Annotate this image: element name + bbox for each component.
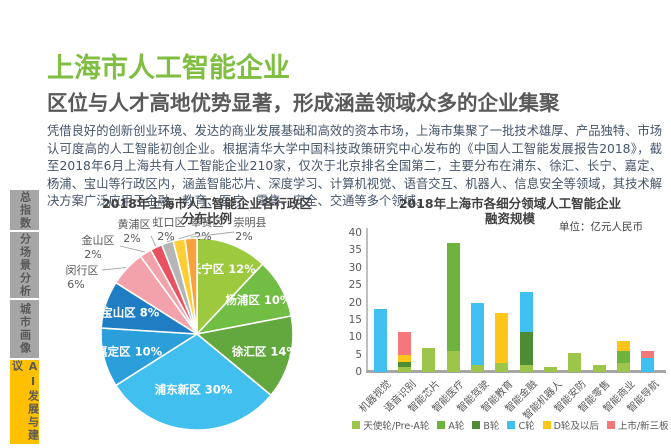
legend-item-天使轮/Pre-A轮: 天使轮/Pre-A轮	[352, 418, 429, 432]
legend-swatch-天使轮/Pre-A轮	[352, 421, 361, 429]
bar-segment-语音识别-D轮及以后	[398, 354, 411, 362]
y-axis-tick-0: 0	[355, 366, 362, 378]
pie-label-崇明县: 崇明县	[234, 216, 267, 229]
y-axis-tick-25: 25	[348, 279, 362, 292]
legend-item-B轮: B轮	[472, 418, 499, 432]
bar-segment-智能金融-天使轮/Pre-A轮	[519, 365, 533, 373]
sidebar-item-4[interactable]: AI发展与建议	[10, 360, 40, 444]
legend-swatch-D轮及以后	[542, 421, 551, 429]
pie-label-闵行区: 闵行区	[66, 263, 99, 277]
bar-chart-unit-label: 单位：亿元人民币	[559, 221, 643, 233]
sidebar-item-2[interactable]: 分场景分析	[10, 232, 39, 298]
pie-label-value-金山区: 2%	[84, 248, 101, 261]
pie-slice-崇明县	[184, 237, 198, 335]
legend-item-上市/新三板: 上市/新三板	[606, 418, 669, 432]
bar-chart-title-line1: 2018年上海市各细分领域人工智能企业	[398, 196, 622, 211]
pie-slice-长宁区	[196, 237, 264, 337]
legend-label-天使轮/Pre-A轮: 天使轮/Pre-A轮	[363, 421, 430, 432]
legend-item-A轮: A轮	[437, 418, 464, 432]
sidebar-item-3[interactable]: 城市画像	[10, 300, 39, 358]
bar-segment-智能芯片-天使轮/Pre-A轮	[422, 347, 436, 372]
y-axis-tick-5: 5	[355, 348, 362, 361]
y-axis-tick-15: 15	[348, 313, 362, 326]
legend-item-C轮: C轮	[507, 418, 535, 432]
bar-chart-title-line2: 融资规模	[484, 211, 535, 226]
legend-label-B轮: B轮	[483, 421, 500, 432]
legend-swatch-上市/新三板	[606, 421, 615, 429]
y-axis-line	[366, 228, 368, 373]
pie-leader-line-金山区	[119, 245, 146, 253]
pie-leader-line-崇明县	[190, 231, 235, 238]
bar-segment-智能商业-A轮	[617, 351, 630, 364]
bar-segment-智能机器人-天使轮/Pre-A轮	[544, 366, 557, 372]
pie-label-value-虹口区: 2%	[157, 230, 174, 243]
pie-label-长宁区: 长宁区 12%	[190, 262, 257, 276]
bar-segment-语音识别-B轮	[398, 361, 411, 367]
pie-label-徐汇区: 徐汇区 14%	[231, 344, 299, 358]
page-subtitle: 区位与人才高地优势显著，形成涵盖领域众多的企业集聚	[47, 91, 560, 115]
bar-segment-智能医疗-天使轮/Pre-A轮	[446, 351, 460, 373]
pie-slice-徐汇区	[195, 315, 294, 397]
page-title: 上海市人工智能企业	[47, 53, 290, 85]
pie-leader-line-闵行区	[101, 267, 127, 271]
body-paragraph: 凭借良好的创新创业环境、发达的商业发展基础和高效的资本市场，上海市集聚了一批技术…	[47, 124, 662, 208]
pie-label-宝山区: 宝山区 8%	[101, 305, 160, 319]
bar-segment-智能导航-上市/新三板	[641, 351, 655, 359]
bar-segment-智能商业-D轮及以后	[617, 340, 630, 352]
y-axis-tick-30: 30	[348, 261, 362, 274]
bar-segment-智能金融-B轮	[519, 332, 533, 365]
legend-label-D轮及以后: D轮及以后	[553, 421, 599, 432]
pie-chart: 2018年上海市人工智能企业各行政区 分布比例 长宁区 12% 杨浦区 10% 徐汇…	[52, 196, 362, 448]
pie-chart-title: 2018年上海市人工智能企业各行政区 分布比例	[52, 196, 362, 226]
bar-segment-智能驾驶-天使轮/Pre-A轮	[471, 365, 484, 373]
pie-label-嘉定区: 嘉定区 10%	[95, 344, 163, 358]
pie-chart-title-line2: 分布比例	[181, 211, 232, 226]
sidebar-item-1[interactable]: 总指数	[10, 190, 39, 230]
legend-label-上市/新三板: 上市/新三板	[617, 421, 669, 432]
pie-label-奉贤区: 奉贤区	[191, 215, 224, 229]
pie-label-value-闵行区: 6%	[67, 278, 84, 291]
bar-segment-智能教育-D轮及以后	[495, 312, 509, 364]
y-axis-tick-40: 40	[348, 227, 362, 239]
bar-segment-智能零售-天使轮/Pre-A轮	[592, 365, 606, 373]
bar-chart-legend: 天使轮/Pre-A轮 A轮 B轮 C轮 D轮及以后 上市/新三板	[350, 418, 671, 432]
legend-swatch-A轮	[437, 421, 446, 429]
x-axis-line	[366, 370, 666, 373]
bar-segment-智能金融-C轮	[519, 292, 533, 333]
bar-chart-title: 2018年上海市各细分领域人工智能企业 融资规模	[360, 196, 660, 226]
bar-chart: 2018年上海市各细分领域人工智能企业 融资规模 单位：亿元人民币 天使轮/Pr…	[344, 196, 671, 448]
pie-slice-浦东新区	[114, 333, 273, 431]
pie-label-浦东新区: 浦东新区 30%	[155, 383, 233, 397]
sidebar: 总指数 分场景分析 城市画像 AI发展与建议	[10, 190, 40, 444]
pie-label-黄浦区: 黄浦区	[118, 217, 151, 231]
y-axis-tick-20: 20	[348, 296, 362, 309]
bar-segment-机器视觉-C轮	[373, 309, 387, 372]
bar-segment-智能教育-天使轮/Pre-A轮	[495, 363, 509, 372]
pie-leader-line-黄浦区	[150, 235, 157, 247]
bar-segment-智能导航-C轮	[641, 358, 655, 372]
bar-segment-智能商业-天使轮/Pre-A轮	[617, 363, 630, 372]
pie-label-value-崇明县: 2%	[235, 230, 252, 243]
bar-segment-语音识别-上市/新三板	[398, 332, 411, 355]
legend-swatch-C轮	[507, 421, 516, 429]
pie-label-杨浦区: 杨浦区 10%	[225, 293, 292, 307]
bar-segment-智能安防-天使轮/Pre-A轮	[568, 352, 582, 372]
legend-item-D轮及以后: D轮及以后	[542, 418, 599, 432]
bar-segment-智能驾驶-C轮	[471, 302, 484, 366]
pie-label-value-奉贤区: 2%	[194, 230, 211, 243]
y-axis-tick-35: 35	[348, 244, 362, 257]
bar-segment-语音识别-天使轮/Pre-A轮	[398, 366, 411, 372]
legend-label-C轮: C轮	[518, 421, 535, 432]
legend-label-A轮: A轮	[448, 421, 465, 432]
pie-leader-line-奉贤区	[178, 232, 200, 240]
pie-label-金山区: 金山区	[82, 233, 115, 247]
pie-label-value-黄浦区: 2%	[123, 232, 140, 245]
pie-svg: 长宁区 12% 杨浦区 10% 徐汇区 14% 浦东新区 30% 嘉定区 10% 宝山区 …	[66, 215, 299, 431]
bar-segment-智能医疗-A轮	[446, 243, 460, 352]
pie-chart-title-line1: 2018年上海市人工智能企业各行政区	[102, 196, 312, 211]
pie-label-虹口区: 虹口区	[153, 216, 186, 229]
y-axis-tick-10: 10	[348, 331, 362, 344]
legend-swatch-B轮	[472, 421, 481, 429]
